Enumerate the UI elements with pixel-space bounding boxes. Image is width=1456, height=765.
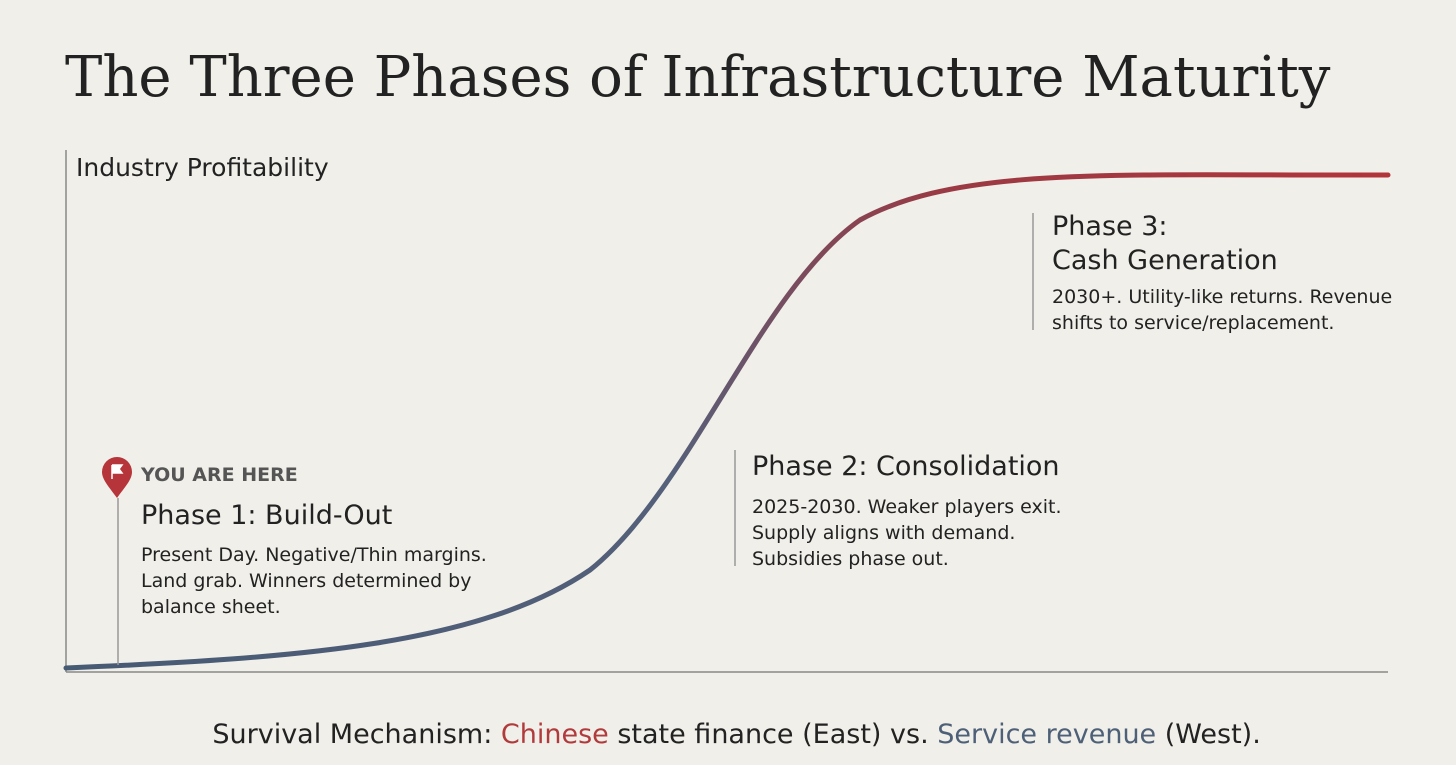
y-axis-label: Industry Profitability xyxy=(76,153,329,182)
location-pin xyxy=(102,457,132,498)
footer-text: state finance (East) vs. xyxy=(609,719,938,750)
footer-west: Service revenue xyxy=(937,719,1156,750)
phase-description: Land grab. Winners determined by xyxy=(141,570,472,592)
phase-description: 2030+. Utility-like returns. Revenue xyxy=(1052,286,1392,308)
phase-description: Subsidies phase out. xyxy=(752,548,949,570)
phase-description: Present Day. Negative/Thin margins. xyxy=(141,544,487,566)
footer-east: Chinese xyxy=(501,719,609,750)
s-curve xyxy=(63,172,1391,671)
footer: Survival Mechanism: Chinese state financ… xyxy=(169,719,1286,750)
phase-description: shifts to service/replacement. xyxy=(1052,312,1334,334)
phase-title: Phase 2: Consolidation xyxy=(752,451,1060,482)
phase-title: Phase 3: xyxy=(1052,211,1167,242)
phase-title: Cash Generation xyxy=(1052,245,1278,276)
footer-text: (West). xyxy=(1156,719,1261,750)
phase-description: 2025-2030. Weaker players exit. xyxy=(752,496,1062,518)
title: The Three Phases of Infrastructure Matur… xyxy=(65,45,1331,110)
phase-description: balance sheet. xyxy=(141,596,281,618)
footer-text: Survival Mechanism: xyxy=(212,719,501,750)
marker-label: YOU ARE HERE xyxy=(140,464,298,486)
pin-flag xyxy=(111,464,124,479)
phase-title: Phase 1: Build-Out xyxy=(141,500,392,531)
phase-description: Supply aligns with demand. xyxy=(752,522,1015,544)
pin-shape xyxy=(102,457,132,498)
